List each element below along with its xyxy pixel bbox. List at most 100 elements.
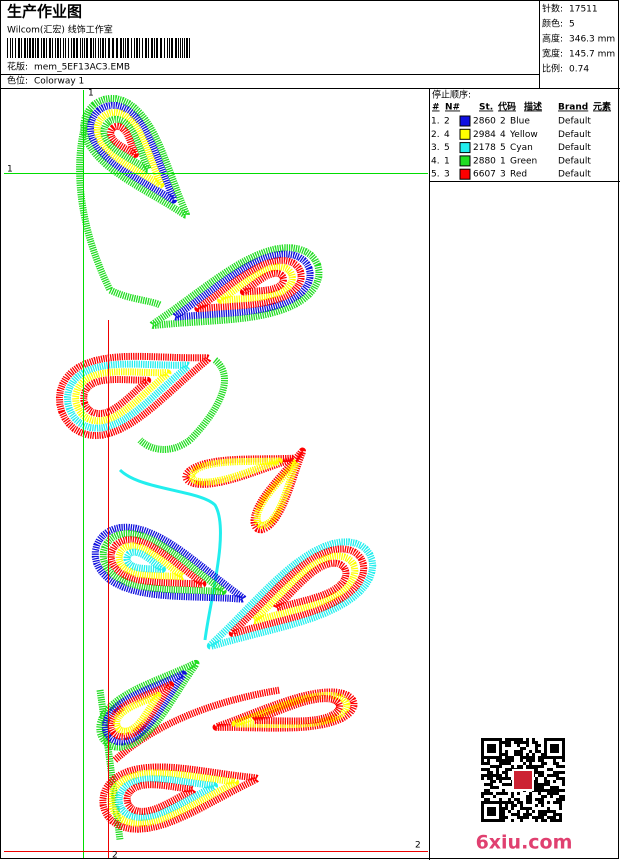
qr-module — [502, 801, 505, 804]
qr-module — [535, 819, 538, 822]
row-needle: 1 — [444, 156, 450, 166]
color-swatch — [459, 155, 471, 167]
qr-module — [529, 807, 532, 810]
stat-label: 宽度: — [542, 48, 563, 60]
guide-label: 2 — [415, 841, 421, 851]
qr-module — [496, 765, 499, 768]
qr-module — [502, 807, 505, 810]
qr-module — [493, 807, 496, 810]
qr-module — [499, 738, 502, 741]
qr-module — [493, 756, 496, 759]
bar — [49, 38, 51, 58]
qr-module — [487, 774, 490, 777]
qr-module — [520, 819, 523, 822]
stitch-fill — [99, 529, 227, 596]
bar — [57, 38, 59, 58]
qr-module — [556, 738, 559, 741]
qr-module — [538, 783, 541, 786]
guide-label: 2 — [112, 851, 118, 861]
row-needle: 3 — [444, 170, 450, 180]
qr-module — [556, 777, 559, 780]
qr-module — [487, 762, 490, 765]
qr-module — [505, 738, 508, 741]
qr-module — [511, 738, 514, 741]
qr-module — [529, 765, 532, 768]
qr-module — [547, 783, 550, 786]
qr-module — [547, 792, 550, 795]
qr-module — [547, 774, 550, 777]
qr-module — [550, 816, 553, 819]
qr-module — [517, 750, 520, 753]
stitch-stem — [76, 108, 162, 309]
bar — [136, 38, 138, 58]
qr-module — [481, 747, 484, 750]
stitch-fill — [228, 545, 368, 637]
qr-module — [517, 738, 520, 741]
bar — [76, 38, 78, 58]
qr-module — [547, 816, 550, 819]
qr-module — [529, 792, 532, 795]
qr-module — [529, 762, 532, 765]
qr-module — [535, 768, 538, 771]
qr-module — [556, 774, 559, 777]
qr-module — [502, 753, 505, 756]
qr-module — [508, 810, 511, 813]
qr-module — [529, 798, 532, 801]
qr-module — [544, 795, 547, 798]
qr-module — [550, 768, 553, 771]
qr-module — [541, 786, 544, 789]
qr-module — [487, 789, 490, 792]
qr-module — [490, 801, 493, 804]
qr-module — [490, 807, 493, 810]
qr-module — [481, 744, 484, 747]
qr-module — [556, 744, 559, 747]
qr-module — [559, 789, 562, 792]
bar — [131, 38, 132, 58]
stitch-fill — [91, 523, 247, 603]
stitch-fill — [123, 548, 166, 573]
column-header: # — [432, 103, 440, 113]
row-desc: Blue — [510, 117, 530, 127]
qr-module — [490, 744, 493, 747]
column-header: N# — [445, 103, 460, 113]
qr-module — [505, 816, 508, 819]
qr-module — [487, 747, 490, 750]
qr-module — [499, 756, 502, 759]
qr-module — [487, 783, 490, 786]
stitch-fill — [123, 781, 197, 815]
qr-module — [559, 813, 562, 816]
qr-module — [514, 738, 517, 741]
qr-module — [502, 783, 505, 786]
qr-module — [493, 819, 496, 822]
stitch-fill — [250, 552, 359, 625]
qr-module — [523, 816, 526, 819]
qr-module — [541, 753, 544, 756]
qr-module — [529, 801, 532, 804]
bar — [142, 38, 143, 58]
row-desc: Green — [510, 156, 537, 166]
qr-module — [487, 777, 490, 780]
qr-module — [538, 750, 541, 753]
qr-module — [487, 801, 490, 804]
qr-module — [511, 795, 514, 798]
qr-module — [487, 813, 490, 816]
qr-module — [502, 792, 505, 795]
qr-module — [544, 741, 547, 744]
bar — [134, 38, 135, 58]
stitch-fill — [101, 670, 187, 746]
qr-module — [511, 813, 514, 816]
stitch-fill — [63, 360, 192, 432]
qr-module — [481, 768, 484, 771]
row-needle: 2 — [444, 117, 450, 127]
qr-module — [544, 762, 547, 765]
bar — [43, 38, 45, 58]
qr-module — [502, 771, 505, 774]
bar — [73, 38, 75, 58]
qr-module — [490, 819, 493, 822]
qr-module — [550, 792, 553, 795]
qr-module — [487, 738, 490, 741]
bar — [148, 38, 149, 58]
qr-module — [505, 774, 508, 777]
stat-label: 高度: — [542, 33, 563, 45]
bar — [37, 38, 39, 58]
